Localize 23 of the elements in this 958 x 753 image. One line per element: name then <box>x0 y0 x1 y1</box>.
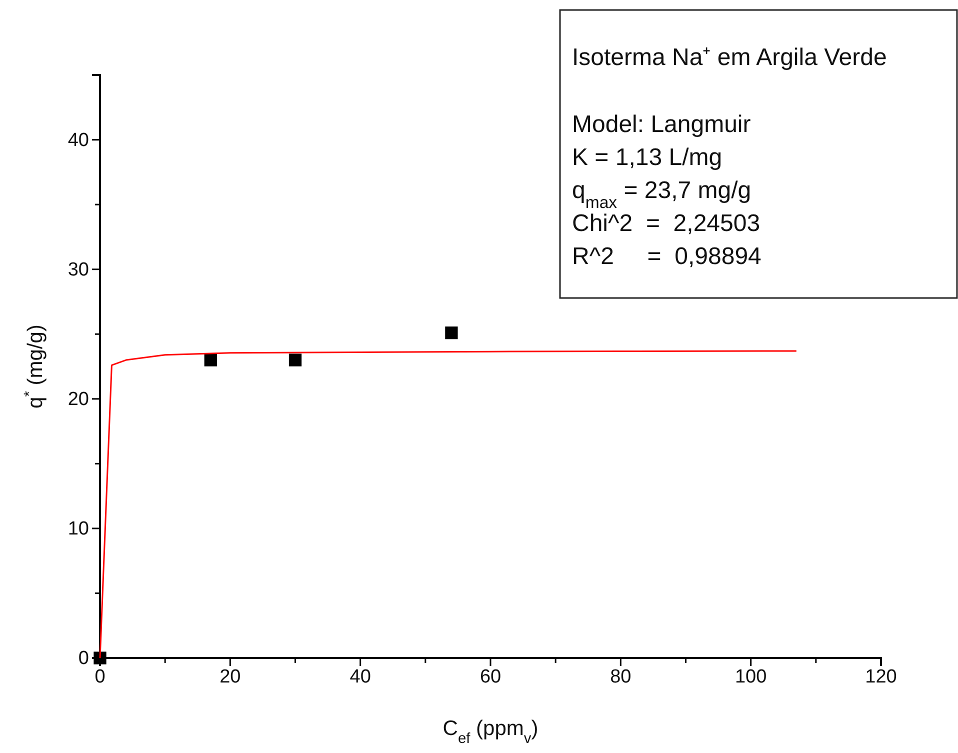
x-tick-label: 80 <box>610 666 632 688</box>
y-tick-label: 30 <box>68 259 89 280</box>
annotation: Chi^2 = 2,24503 <box>572 210 760 237</box>
x-tick-label: 40 <box>350 666 371 688</box>
x-axis-title: C$_{ef}$ (ppm$_{v}$) <box>442 717 538 747</box>
x-tick-label: 100 <box>734 666 767 688</box>
point <box>288 354 302 366</box>
point <box>445 326 458 340</box>
y-tick-label: 10 <box>68 518 89 540</box>
point <box>94 652 106 664</box>
y-tick-label: 40 <box>68 130 89 151</box>
point <box>204 354 217 366</box>
annotation: R^2 = 0,98894 <box>572 243 762 270</box>
y-tick-label: 0 <box>78 648 89 670</box>
annotation: q$_{max}$ = 23,7 mg/g <box>572 177 752 212</box>
x-tick-label: 0 <box>94 666 106 688</box>
x-tick-label: 120 <box>865 666 897 688</box>
x-tick-label: 60 <box>480 666 502 688</box>
annotation: Model: Langmuir <box>572 111 751 138</box>
y-tick-label: 20 <box>68 388 89 410</box>
x-tick-label: 20 <box>220 666 241 688</box>
text: Isoterma Na⁺ em Argila Verde <box>572 44 887 71</box>
annotation: K = 1,13 L/mg <box>572 144 722 171</box>
